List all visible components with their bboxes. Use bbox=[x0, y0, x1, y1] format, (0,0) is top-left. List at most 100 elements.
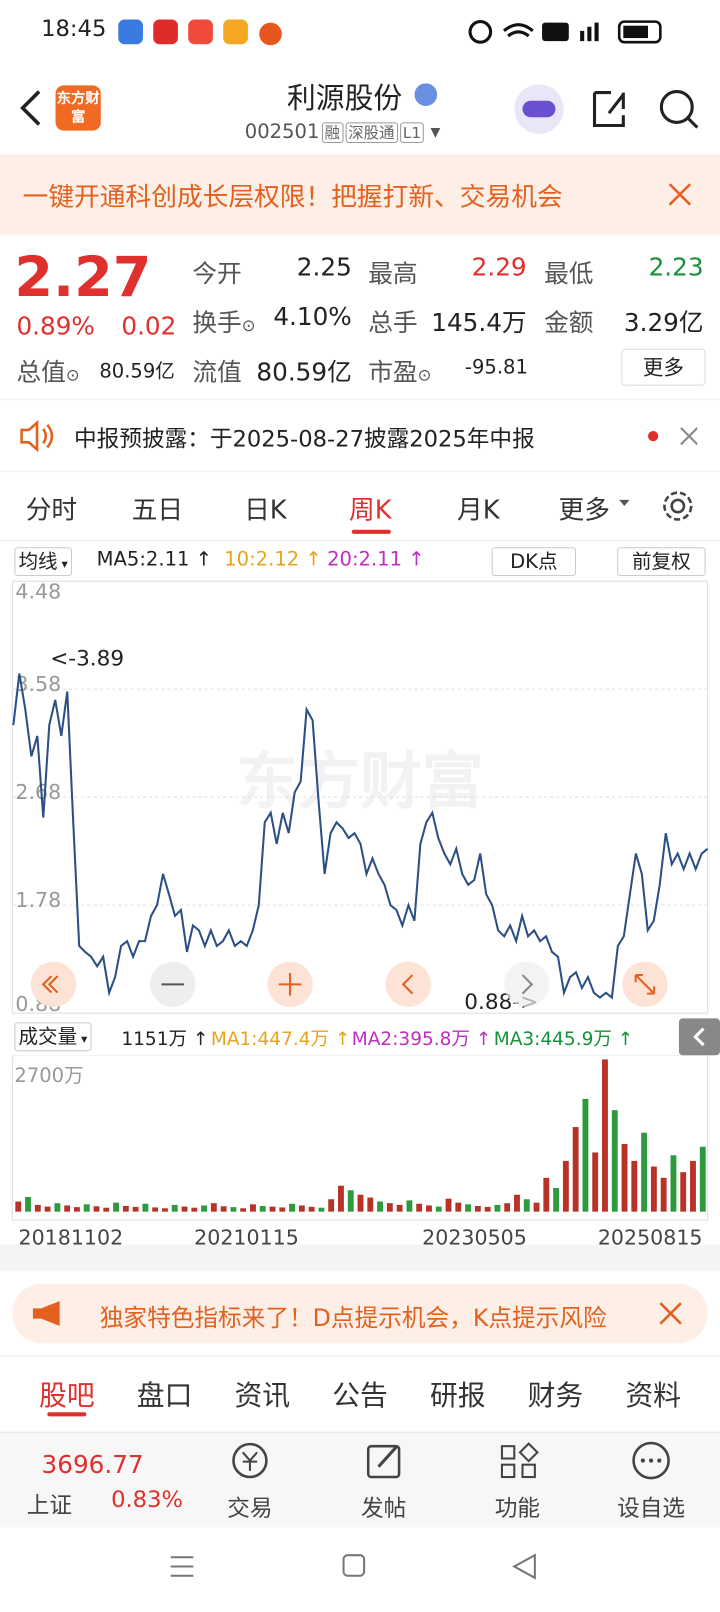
app-logo[interactable]: 东方财富 bbox=[55, 85, 101, 131]
selector-text: 成交量 bbox=[18, 1025, 78, 1049]
banner-close[interactable] bbox=[667, 181, 694, 208]
index-value[interactable]: 3696.77 bbox=[41, 1450, 144, 1480]
volume: 1151万 ↑ bbox=[121, 1028, 209, 1051]
promo-text[interactable]: 独家特色指标来了！D点提示机会，K点提示风险 bbox=[99, 1305, 607, 1332]
volume-bar bbox=[592, 1152, 599, 1212]
ma-text: 10:2.12 bbox=[224, 548, 300, 571]
x-date-label: 20250815 bbox=[598, 1226, 703, 1250]
section-tab[interactable]: 公告 bbox=[332, 1380, 388, 1413]
section-tab[interactable]: 研报 bbox=[429, 1380, 486, 1413]
volume-bar bbox=[93, 1206, 100, 1212]
change-pct: 0.89% bbox=[16, 311, 95, 341]
chart-controls[interactable] bbox=[30, 961, 689, 1007]
field-value: -95.81 bbox=[464, 355, 528, 379]
volume-bar bbox=[259, 1206, 266, 1212]
volume-selector[interactable]: 成交量 ▾ bbox=[14, 1022, 92, 1052]
volume-bar bbox=[484, 1206, 491, 1212]
volume-bar bbox=[113, 1202, 119, 1212]
volume-bar bbox=[210, 1203, 217, 1212]
volume-bar bbox=[699, 1146, 706, 1212]
vol-ma3: MA3:445.9万 ↑ bbox=[493, 1028, 634, 1051]
dropdown-arrow bbox=[619, 499, 630, 507]
chart-tab[interactable]: 日K bbox=[244, 494, 287, 525]
field-label: 换手⊙ bbox=[192, 308, 256, 338]
promo-icon bbox=[32, 1301, 60, 1326]
y-tick-label: 4.48 bbox=[15, 580, 61, 604]
field-label: 最低 bbox=[544, 259, 594, 288]
volume-chart: 2700万 20181102 20210115 20230505 20250815 bbox=[0, 1055, 720, 1272]
vol-ma2: MA2:395.8万 ↑ bbox=[351, 1028, 492, 1051]
system-nav[interactable] bbox=[0, 1533, 720, 1612]
volume-bar bbox=[298, 1205, 305, 1212]
volume-bar bbox=[377, 1201, 384, 1212]
field-label: 市盈⊙ bbox=[368, 357, 432, 387]
nav-item[interactable]: 交易 bbox=[227, 1496, 273, 1523]
section-tab[interactable]: 资料 bbox=[625, 1380, 681, 1413]
volume-bar bbox=[122, 1206, 129, 1212]
stock-code: 002501 bbox=[244, 120, 320, 143]
index-name[interactable]: 上证 bbox=[26, 1493, 73, 1520]
x-date-label: 20181102 bbox=[19, 1226, 124, 1250]
volume-bar bbox=[15, 1201, 22, 1212]
section-tab[interactable]: 财务 bbox=[527, 1380, 584, 1413]
nav-item[interactable]: 功能 bbox=[494, 1496, 541, 1523]
banner-text[interactable]: 一键开通科创成长层权限！把握打新、交易机会 bbox=[22, 182, 563, 212]
field-value: 145.4万 bbox=[431, 308, 527, 338]
volume-bar bbox=[641, 1132, 648, 1212]
field-value: 80.59亿 bbox=[256, 357, 352, 387]
header-actions[interactable] bbox=[512, 82, 707, 135]
back-button[interactable] bbox=[14, 87, 45, 128]
dk-button[interactable]: DK点 bbox=[491, 547, 576, 576]
volume-text: 1151万 bbox=[121, 1028, 188, 1051]
ma5: MA5:2.11 ↑ bbox=[96, 548, 213, 571]
notice-actions[interactable] bbox=[646, 426, 698, 449]
status-time: 18:45 bbox=[41, 16, 107, 43]
volume-bar bbox=[191, 1207, 198, 1212]
volume-bar bbox=[64, 1205, 71, 1212]
stock-title: 利源股份 bbox=[286, 81, 403, 116]
volume-bar bbox=[562, 1160, 569, 1212]
date-strip bbox=[0, 1244, 720, 1272]
notice-text[interactable]: 中报预披露：于2025-08-27披露2025年中报 bbox=[74, 426, 535, 453]
more-button[interactable]: 更多 bbox=[621, 348, 706, 386]
promo-banner[interactable]: 独家特色指标来了！D点提示机会，K点提示风险 bbox=[12, 1283, 708, 1344]
settings-icon[interactable] bbox=[660, 489, 695, 524]
volume-bar bbox=[54, 1203, 61, 1212]
volume-bar bbox=[318, 1207, 325, 1212]
ma-selector[interactable]: 均线 ▾ bbox=[14, 547, 72, 576]
nav-icons bbox=[232, 1441, 670, 1480]
section-tab-active[interactable]: 股吧 bbox=[39, 1380, 95, 1413]
banner[interactable] bbox=[0, 154, 720, 235]
section-tab[interactable]: 盘口 bbox=[136, 1380, 193, 1413]
volume-bar bbox=[465, 1204, 472, 1212]
chart-tab[interactable]: 分时 bbox=[25, 494, 78, 525]
volume-bar bbox=[435, 1206, 442, 1212]
volume-bar bbox=[572, 1127, 579, 1212]
volume-bar bbox=[670, 1155, 677, 1212]
volume-bar bbox=[455, 1202, 462, 1212]
volume-bar bbox=[523, 1199, 530, 1212]
tab-indicator bbox=[47, 1412, 87, 1417]
nav-item[interactable]: 设自选 bbox=[617, 1496, 686, 1523]
volume-bar bbox=[367, 1197, 374, 1212]
volume-bar bbox=[553, 1187, 560, 1212]
volume-bar bbox=[347, 1190, 354, 1212]
collapse-button[interactable] bbox=[678, 1018, 720, 1056]
tag: 深股通 bbox=[345, 122, 398, 143]
volume-bar bbox=[650, 1166, 657, 1212]
nav-item[interactable]: 发帖 bbox=[361, 1496, 407, 1523]
adjust-button[interactable]: 前复权 bbox=[617, 547, 706, 576]
chart-tab[interactable]: 月K bbox=[456, 494, 500, 525]
volume-bar bbox=[426, 1205, 432, 1212]
volume-bar bbox=[220, 1206, 227, 1212]
index-change[interactable]: 0.83% bbox=[111, 1487, 183, 1514]
change: 0.02 bbox=[121, 311, 177, 341]
promo-close[interactable] bbox=[658, 1301, 683, 1326]
volume-bar bbox=[171, 1204, 178, 1212]
section-tab[interactable]: 资讯 bbox=[234, 1380, 291, 1413]
chart-tab-active[interactable]: 周K bbox=[348, 494, 392, 525]
chart-tab[interactable]: 五日 bbox=[131, 494, 184, 525]
chart-tab[interactable]: 更多 bbox=[558, 494, 610, 525]
